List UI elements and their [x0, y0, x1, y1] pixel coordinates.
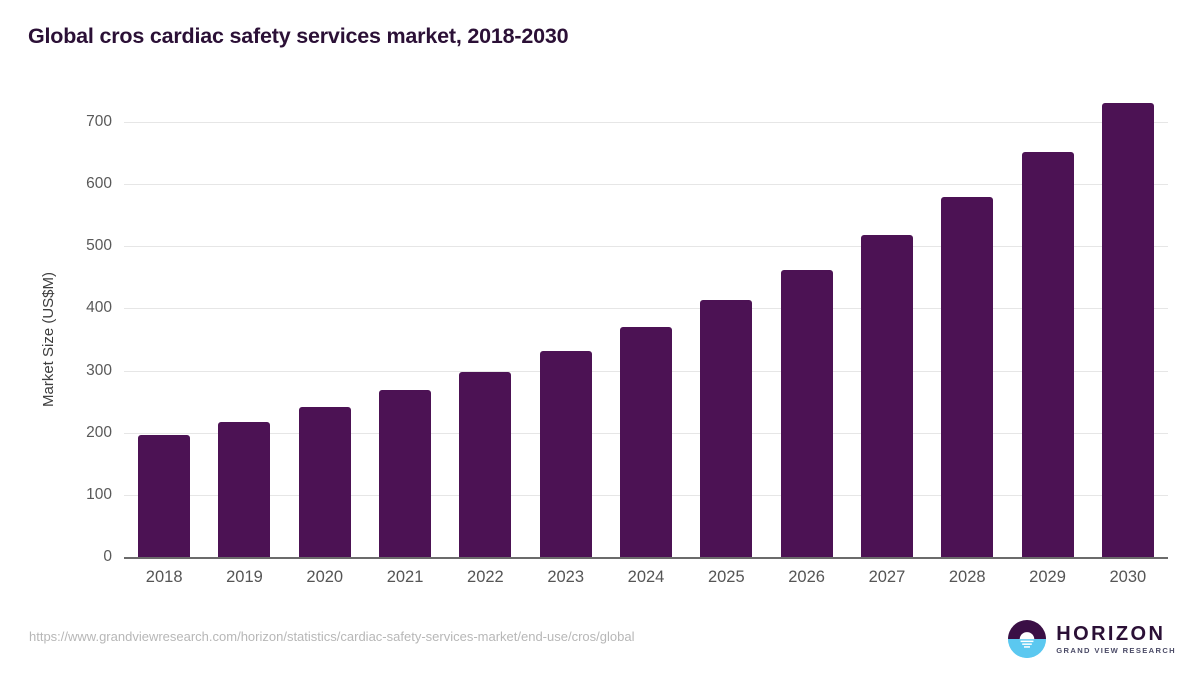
- horizon-logo-icon: [1008, 620, 1047, 658]
- bar-slot: [365, 122, 445, 557]
- bar[interactable]: [1101, 102, 1154, 557]
- x-tick-label: 2022: [467, 568, 504, 586]
- bar-slot: [1007, 122, 1087, 557]
- bar-slot: [204, 122, 284, 557]
- y-tick-label: 200: [86, 423, 112, 441]
- bar[interactable]: [298, 406, 351, 557]
- y-tick-label: 600: [86, 175, 112, 193]
- x-tick-label: 2024: [627, 568, 665, 586]
- brand-logo: HORIZON GRAND VIEW RESEARCH: [1007, 618, 1176, 660]
- bar[interactable]: [619, 327, 672, 557]
- x-tick-label: 2019: [226, 568, 263, 586]
- bar[interactable]: [1021, 151, 1074, 557]
- bar-slot: [1088, 102, 1168, 557]
- bar-slot: [445, 122, 525, 557]
- bar-slot: [686, 122, 766, 557]
- bar-slot: [124, 122, 204, 557]
- bar-slot: [927, 122, 1007, 557]
- y-tick-label: 300: [86, 361, 112, 379]
- bar[interactable]: [218, 422, 271, 557]
- page-title: Global cros cardiac safety services mark…: [28, 24, 569, 48]
- bar[interactable]: [780, 269, 833, 557]
- source-url[interactable]: https://www.grandviewresearch.com/horizo…: [29, 629, 635, 644]
- bar-series: [124, 102, 1168, 557]
- gridline: [124, 246, 1168, 248]
- x-tick-label: 2030: [1109, 568, 1147, 586]
- bar[interactable]: [379, 390, 432, 557]
- x-tick-label: 2023: [547, 568, 585, 586]
- bar[interactable]: [700, 299, 753, 557]
- x-axis-ticks: 2018 2019 2020 2021 2022 2023 2024 2025 2026 2027…: [124, 0, 1168, 675]
- bar-slot: [606, 122, 686, 557]
- x-tick-label: 2027: [868, 568, 906, 586]
- x-tick-label: 2028: [948, 568, 986, 586]
- x-axis-line: [124, 557, 1168, 559]
- bar[interactable]: [459, 372, 512, 557]
- y-tick-label: 500: [86, 237, 112, 255]
- x-tick-label: 2025: [707, 568, 745, 586]
- logo-text: HORIZON GRAND VIEW RESEARCH: [1056, 624, 1176, 655]
- bar[interactable]: [138, 435, 191, 557]
- bar[interactable]: [860, 235, 913, 557]
- x-tick-label: 2018: [145, 568, 183, 586]
- y-tick-label: 100: [86, 485, 112, 503]
- x-tick-label: 2026: [788, 568, 825, 586]
- y-tick-label: 400: [86, 299, 112, 317]
- bar-slot: [526, 122, 606, 557]
- y-tick-label: 700: [86, 113, 112, 130]
- bar[interactable]: [941, 196, 994, 557]
- bar[interactable]: [539, 350, 592, 557]
- logo-wordmark: HORIZON: [1056, 622, 1166, 645]
- bar-slot: [285, 122, 365, 557]
- bar-slot: [847, 122, 927, 557]
- bar-slot: [766, 122, 846, 557]
- gridline: [124, 122, 1168, 123]
- gridline: [124, 184, 1168, 186]
- x-tick-label: 2021: [386, 568, 424, 586]
- logo-subtitle: GRAND VIEW RESEARCH: [1056, 645, 1176, 655]
- x-tick-label: 2020: [306, 568, 344, 586]
- gridline: [124, 308, 1168, 310]
- y-tick-label: 0: [103, 548, 112, 565]
- x-tick-label: 2029: [1029, 568, 1066, 586]
